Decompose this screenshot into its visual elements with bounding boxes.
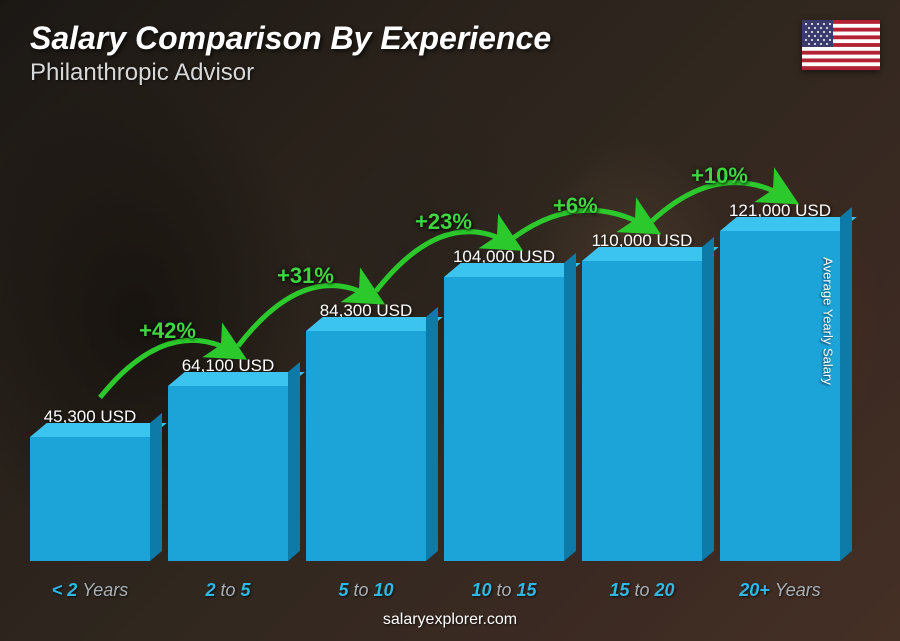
pct-increase-label: +31%: [277, 263, 334, 289]
chart-area: 45,300 USD 64,100 USD 84,300 USD 104,000…: [30, 121, 840, 561]
pct-increase-label: +23%: [415, 209, 472, 235]
content-wrapper: Salary Comparison By Experience Philanth…: [0, 0, 900, 641]
x-label: 2 to 5: [168, 580, 288, 601]
footer-source: salaryexplorer.com: [0, 611, 900, 629]
pct-increase-label: +6%: [553, 193, 598, 219]
pct-increase-label: +10%: [691, 163, 748, 189]
pct-labels-layer: +42% +31% +23% +6% +10%: [30, 121, 840, 561]
bar-side-face: [840, 207, 852, 561]
chart-title: Salary Comparison By Experience: [30, 20, 870, 57]
us-flag-icon: [802, 20, 880, 70]
y-axis-label: Average Yearly Salary: [821, 257, 836, 385]
x-label: 5 to 10: [306, 580, 426, 601]
x-axis-labels: < 2 Years 2 to 5 5 to 10 10 to 15 15 to 20 20…: [30, 580, 840, 601]
x-label: 10 to 15: [444, 580, 564, 601]
x-label: 15 to 20: [582, 580, 702, 601]
chart-subtitle: Philanthropic Advisor: [30, 59, 870, 87]
pct-increase-label: +42%: [139, 318, 196, 344]
x-label: < 2 Years: [30, 580, 150, 601]
x-label: 20+ Years: [720, 580, 840, 601]
